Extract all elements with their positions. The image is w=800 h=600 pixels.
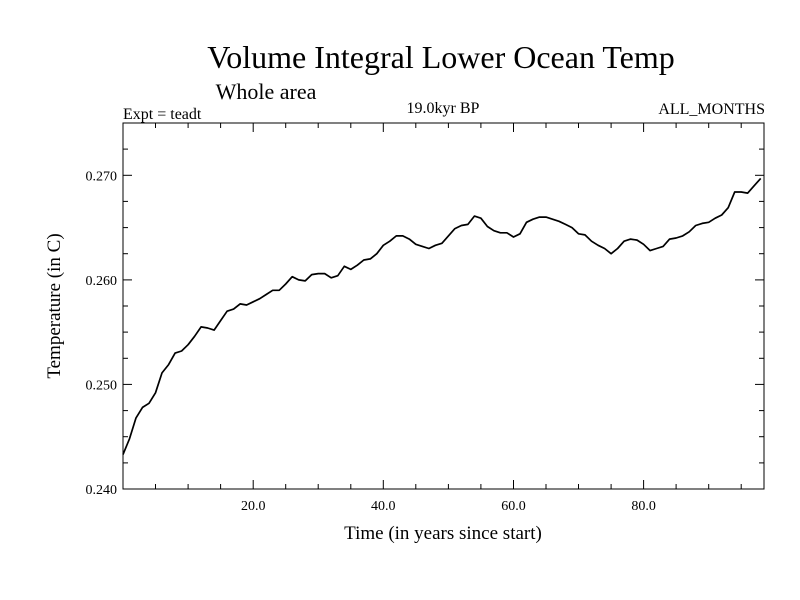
axis-ticks [123,123,764,489]
x-tick-label: 80.0 [631,499,656,514]
x-tick-label: 60.0 [501,499,526,514]
y-tick-label: 0.270 [86,169,118,184]
x-tick-label: 40.0 [371,499,396,514]
data-series-line [122,177,762,455]
y-tick-label: 0.240 [86,483,118,498]
header-right-label: ALL_MONTHS [658,101,765,118]
y-axis-label: Temperature (in C) [44,233,65,378]
y-tick-label: 0.260 [86,274,118,289]
chart-title: Volume Integral Lower Ocean Temp [207,39,675,75]
header-left-label: Expt = teadt [123,106,202,123]
y-tick-label: 0.250 [86,378,118,393]
plot-frame [122,122,765,490]
y-tick-labels: 0.240 0.250 0.260 0.270 [86,169,118,498]
chart-subtitle: Whole area [216,79,317,104]
header-center-label: 19.0kyr BP [407,100,480,117]
x-axis-label: Time (in years since start) [344,523,542,544]
x-tick-labels: 20.0 40.0 60.0 80.0 [241,499,656,514]
x-tick-label: 20.0 [241,499,266,514]
